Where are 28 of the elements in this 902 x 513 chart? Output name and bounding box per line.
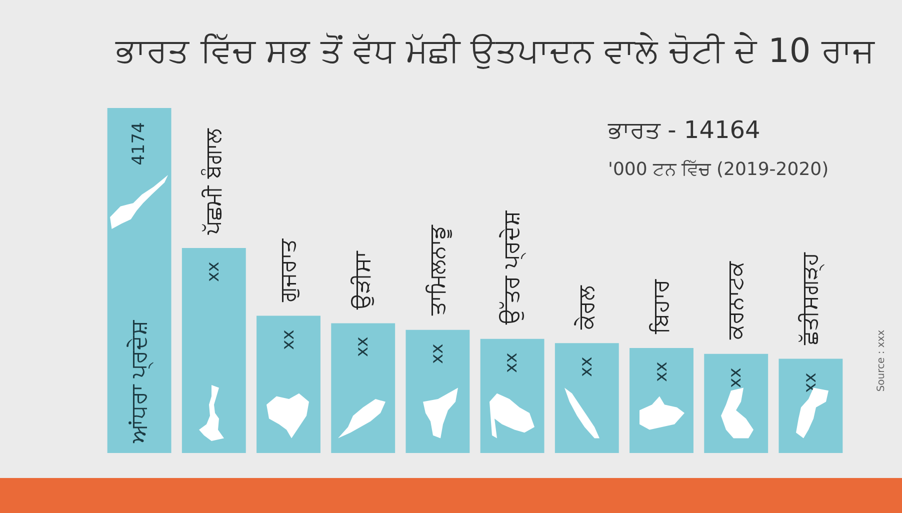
x-tick-label: ਉੱਤਰ ਪ੍ਰਦੇਸ਼ — [500, 211, 525, 326]
data-label: xx — [502, 352, 522, 373]
bar — [107, 108, 172, 453]
source-note: Source : xxx — [876, 330, 888, 392]
chart-title: ਭਾਰਤ ਵਿੱਚ ਸਭ ਤੋਂ ਵੱਧ ਮੱਛੀ ਉਤਪਾਦਨ ਵਾਲੇ ਚੋਟੀ ਦੇ 10 ਰਾਜ — [114, 31, 876, 71]
x-tick-label: ਬਿਹਾਰ — [648, 279, 674, 334]
data-label: xx — [352, 336, 373, 358]
text: '000 ਟਨ ਵਿੱਚ (2019-2020) — [608, 159, 829, 181]
x-tick-label: ਆਂਧਰਾ ਪ੍ਰਦੇਸ਼ — [126, 320, 152, 444]
x-tick-label: ਪੱਛਮੀ ਬੰਗਾਲ — [201, 128, 227, 234]
annotation: ਭਾਰਤ - 14164 — [608, 116, 760, 145]
x-tick-label: ਗੁਜਰਾਤ — [276, 238, 302, 302]
x-tick-label: ਛੱਤੀਸਗੜ੍ਹ — [798, 252, 824, 345]
x-tick-label: ਉੜੀਸਾ — [350, 251, 376, 310]
data-label: xx — [426, 344, 448, 364]
x-tick-label: ਕਰਨਾਟਕ — [723, 262, 749, 340]
x-tick-label: ਕੇਰਲ — [574, 285, 600, 330]
bar — [406, 330, 470, 453]
data-label: xx — [650, 362, 672, 382]
data-label: xx — [576, 356, 597, 377]
data-label: xx — [203, 262, 224, 282]
data-label: xx — [278, 329, 298, 350]
bar — [182, 248, 246, 453]
data-label: xx — [725, 368, 746, 388]
x-tick-label: ਤਾਮਿਲਨਾਡੂ — [425, 226, 450, 316]
bar — [554, 343, 619, 453]
bar — [331, 323, 396, 453]
data-label: 4174 — [128, 122, 150, 165]
